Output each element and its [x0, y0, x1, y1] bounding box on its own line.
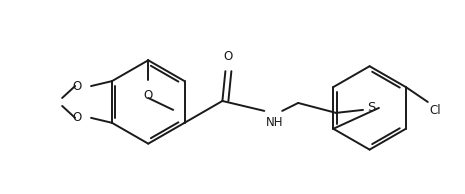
Text: Cl: Cl	[430, 104, 441, 117]
Text: NH: NH	[266, 116, 284, 129]
Text: O: O	[144, 89, 153, 102]
Text: O: O	[73, 111, 82, 124]
Text: O: O	[73, 80, 82, 93]
Text: O: O	[224, 50, 233, 63]
Text: S: S	[367, 101, 375, 114]
